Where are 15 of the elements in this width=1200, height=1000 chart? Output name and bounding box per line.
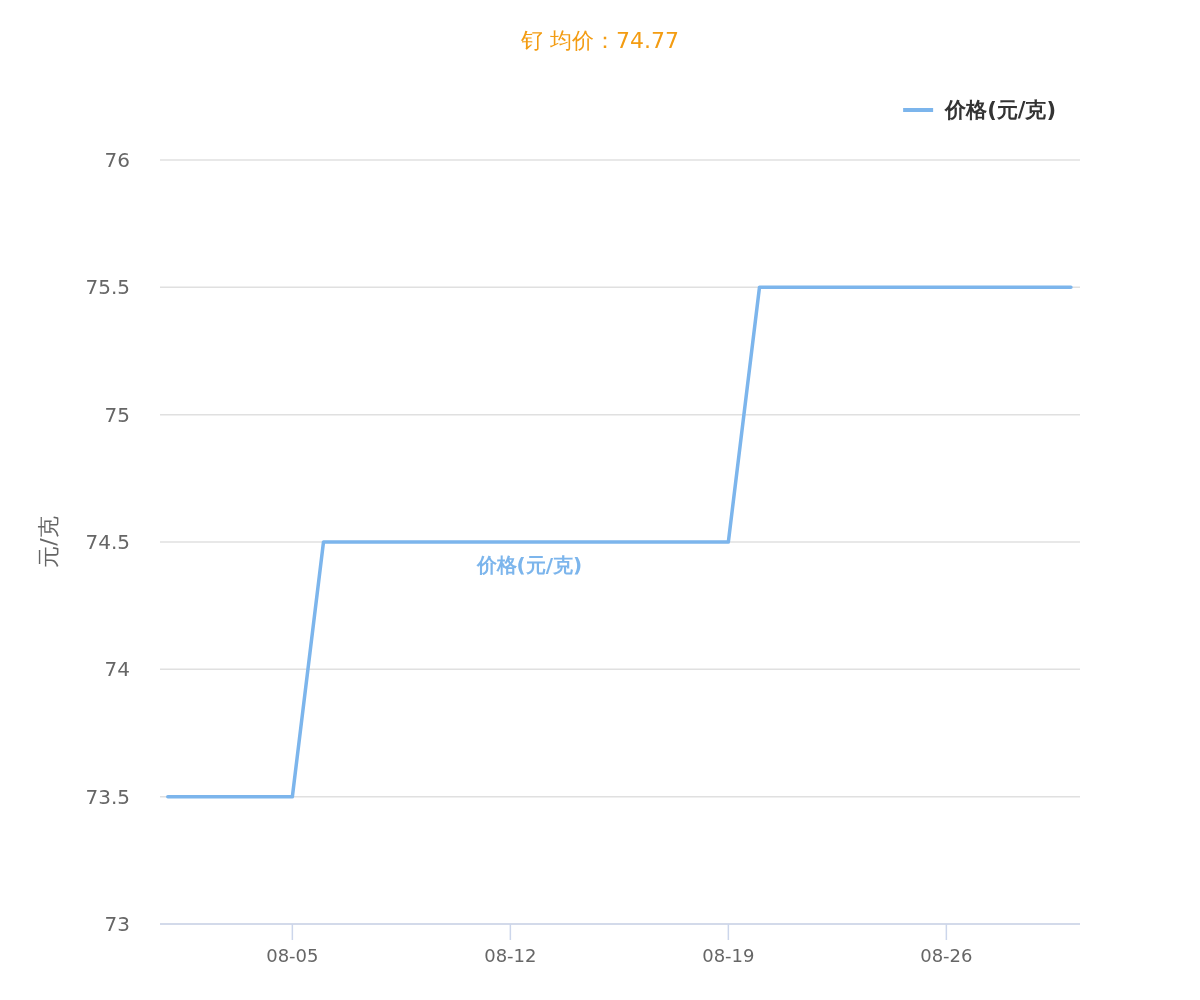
x-tick-label: 08-12	[484, 945, 537, 966]
y-tick-label: 73.5	[85, 784, 130, 809]
x-tick-label: 08-26	[920, 945, 973, 966]
y-tick-label: 73	[104, 912, 130, 936]
y-tick-label: 74	[104, 657, 130, 682]
x-tick-label: 08-05	[266, 945, 319, 966]
y-tick-label: 75.5	[85, 275, 130, 300]
x-tick-label: 08-19	[702, 945, 755, 966]
y-tick-label: 76	[104, 148, 130, 172]
text: 价格(元/克)	[476, 553, 583, 577]
chart-title: 钌 均价：74.77	[520, 28, 679, 53]
y-tick-label: 74.5	[85, 530, 130, 554]
y-axis-title: 元/克	[36, 516, 61, 568]
y-tick-label: 75	[104, 402, 130, 427]
legend-label: 价格(元/克)	[944, 98, 1056, 122]
